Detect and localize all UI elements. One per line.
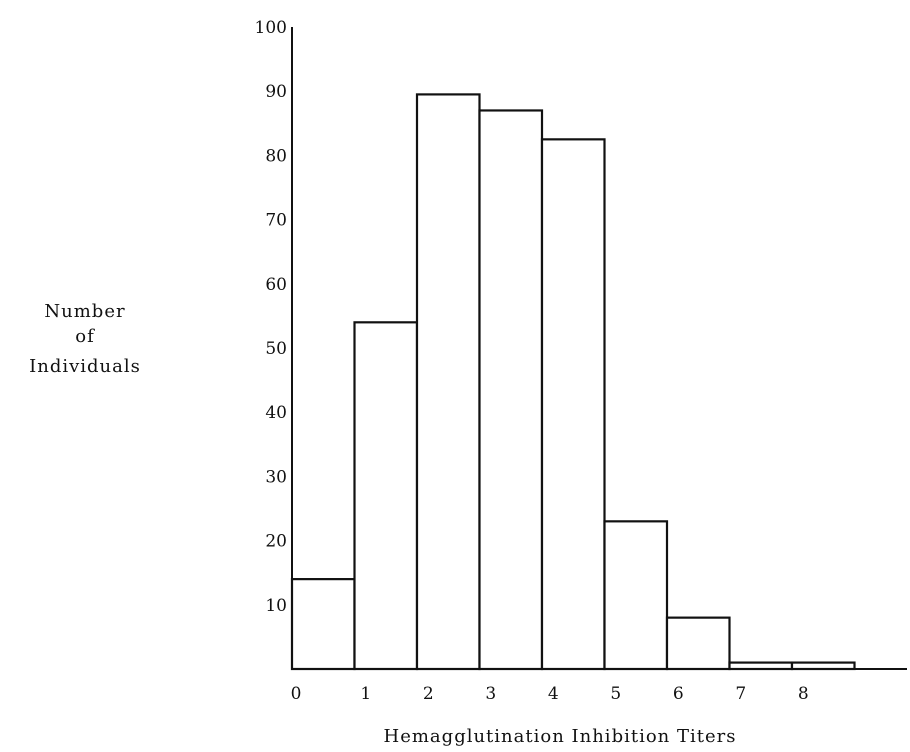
x-tick-label: 6 bbox=[673, 684, 684, 704]
bar-0 bbox=[290, 578, 356, 671]
y-tick-label: 90 bbox=[265, 82, 287, 102]
x-tick-label: 8 bbox=[798, 684, 809, 704]
y-axis-title-line-2: of bbox=[75, 326, 95, 347]
bar-3 bbox=[478, 109, 544, 671]
y-tick-label: 80 bbox=[265, 146, 287, 166]
bar-1 bbox=[353, 321, 419, 671]
bar-6 bbox=[665, 616, 731, 671]
x-tick-label: 4 bbox=[548, 684, 559, 704]
y-tick-label: 20 bbox=[265, 532, 287, 552]
bar-5 bbox=[603, 520, 669, 671]
y-tick-label: 100 bbox=[255, 18, 287, 38]
bar-2 bbox=[415, 93, 481, 671]
x-tick-label: 5 bbox=[610, 684, 621, 704]
y-tick-label: 30 bbox=[265, 467, 287, 487]
x-tick-label: 1 bbox=[360, 684, 371, 704]
x-tick-labels: 0 1 2 3 4 5 6 7 8 bbox=[291, 684, 809, 704]
y-tick-label: 50 bbox=[265, 339, 287, 359]
x-axis-title: Hemagglutination Inhibition Titers bbox=[384, 726, 737, 747]
y-tick-labels: 10 20 30 40 50 60 70 80 90 100 bbox=[255, 18, 287, 616]
y-tick-label: 60 bbox=[265, 275, 287, 295]
bar-4 bbox=[540, 138, 606, 671]
x-tick-label: 7 bbox=[735, 684, 746, 704]
bars-layer bbox=[290, 93, 856, 671]
y-axis-title-line-3: Individuals bbox=[29, 356, 141, 377]
y-tick-label: 40 bbox=[265, 403, 287, 423]
x-tick-label: 2 bbox=[423, 684, 434, 704]
x-tick-label: 0 bbox=[291, 684, 302, 704]
x-tick-label: 3 bbox=[485, 684, 496, 704]
y-axis-title-line-1: Number bbox=[44, 301, 125, 322]
y-tick-label: 10 bbox=[265, 596, 287, 616]
y-tick-label: 70 bbox=[265, 211, 287, 231]
